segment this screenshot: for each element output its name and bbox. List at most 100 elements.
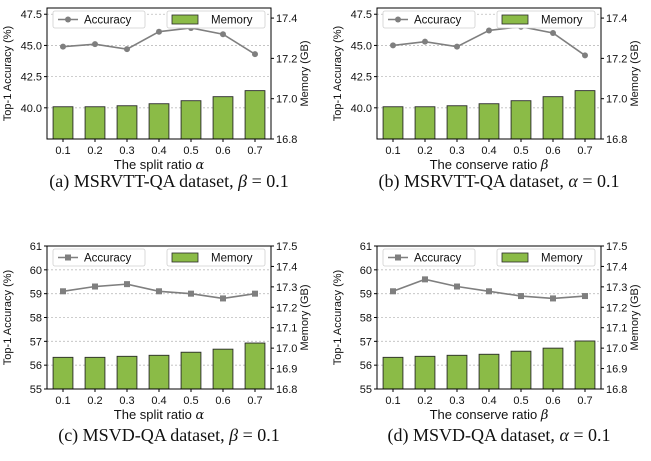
y-right-tick-label: 16.8 <box>276 384 297 396</box>
caption-prefix: (d) MSVD-QA dataset, <box>387 425 559 446</box>
legend-marker <box>395 255 401 261</box>
y-right-tick-label: 17.2 <box>276 53 297 65</box>
y-right-tick-label: 17.2 <box>276 302 297 314</box>
accuracy-point <box>422 39 428 45</box>
accuracy-point <box>550 30 556 36</box>
x-tick-label: 0.6 <box>545 395 560 407</box>
y-right-tick-label: 16.9 <box>276 364 297 376</box>
x-tick-label: 0.4 <box>481 395 496 407</box>
accuracy-point <box>60 288 66 294</box>
accuracy-point <box>422 276 428 282</box>
memory-bar <box>575 91 595 139</box>
memory-bar <box>53 357 73 389</box>
x-tick-label: 0.4 <box>151 145 166 157</box>
y-left-axis-label: Top-1 Accuracy (%) <box>332 270 344 365</box>
memory-bar <box>511 101 531 139</box>
y-right-tick-label: 17.5 <box>606 241 627 253</box>
x-axis-label: The split ratio α <box>114 407 205 423</box>
memory-bar <box>479 354 499 389</box>
x-tick-label: 0.3 <box>449 145 464 157</box>
x-axis-label-var: α <box>195 408 204 423</box>
accuracy-point <box>582 293 588 299</box>
y-left-axis-label: Top-1 Accuracy (%) <box>2 26 14 121</box>
memory-bar <box>543 97 563 139</box>
accuracy-point <box>60 44 66 50</box>
accuracy-point <box>454 44 460 50</box>
memory-bar <box>181 101 201 139</box>
x-axis-label-text: The split ratio <box>114 407 196 422</box>
y-left-axis-label: Top-1 Accuracy (%) <box>332 26 344 121</box>
subfigure-caption: (c) MSVD-QA dataset, β = 0.1 <box>58 425 280 446</box>
y-left-tick-label: 47.5 <box>351 9 372 21</box>
x-tick-label: 0.1 <box>385 145 400 157</box>
y-right-tick-label: 17.4 <box>276 13 297 25</box>
legend-label: Accuracy <box>84 15 132 27</box>
legend-marker <box>65 17 71 23</box>
x-tick-label: 0.7 <box>247 395 262 407</box>
y-left-tick-label: 57 <box>360 336 372 348</box>
x-tick-label: 0.7 <box>577 145 592 157</box>
y-left-tick-label: 59 <box>360 289 372 301</box>
memory-bar <box>245 91 265 139</box>
accuracy-point <box>486 27 492 33</box>
y-left-tick-label: 42.5 <box>21 72 42 84</box>
memory-bar <box>479 104 499 139</box>
y-right-tick-label: 17.2 <box>606 53 627 65</box>
legend-label: Memory <box>211 253 253 265</box>
memory-bar <box>85 357 105 389</box>
accuracy-point <box>156 29 162 35</box>
y-left-tick-label: 45.0 <box>21 40 42 52</box>
memory-bar <box>575 341 595 389</box>
y-left-tick-label: 61 <box>30 241 42 253</box>
accuracy-point <box>390 42 396 48</box>
y-left-tick-label: 58 <box>360 313 372 325</box>
caption-var: β <box>228 425 238 445</box>
legend-accuracy: Accuracy <box>383 11 475 28</box>
chart-panel-b: 40.0 42.5 45.0 47.5 16.8 17.0 17.2 17.4 0.1 0.2 0.… <box>332 8 641 192</box>
legend-bar-swatch <box>502 253 528 262</box>
y-right-tick-label: 17.3 <box>606 282 627 294</box>
y-left-tick-label: 40.0 <box>351 103 372 115</box>
x-tick-label: 0.5 <box>183 145 198 157</box>
accuracy-point <box>518 293 524 299</box>
y-right-tick-label: 17.5 <box>276 241 297 253</box>
legend-label: Memory <box>541 15 583 27</box>
accuracy-point <box>124 281 130 287</box>
y-left-tick-label: 60 <box>30 265 42 277</box>
x-tick-label: 0.1 <box>385 395 400 407</box>
y-right-tick-label: 17.1 <box>276 323 297 335</box>
caption-value: = 0.1 <box>247 171 289 191</box>
caption-prefix: (c) MSVD-QA dataset, <box>58 425 229 446</box>
memory-bar <box>53 107 73 139</box>
x-tick-label: 0.6 <box>215 395 230 407</box>
legend-memory: Memory <box>167 249 265 266</box>
legend-accuracy: Accuracy <box>53 249 145 266</box>
caption-value: = 0.1 <box>238 425 280 445</box>
x-tick-label: 0.5 <box>183 395 198 407</box>
x-tick-label: 0.3 <box>119 395 134 407</box>
legend-label: Memory <box>211 15 253 27</box>
x-tick-label: 0.6 <box>545 145 560 157</box>
memory-bar <box>149 104 169 139</box>
memory-bar <box>117 106 137 139</box>
accuracy-point <box>390 288 396 294</box>
x-tick-label: 0.4 <box>481 145 496 157</box>
y-right-tick-label: 17.4 <box>276 261 297 273</box>
x-tick-label: 0.5 <box>513 395 528 407</box>
memory-bar <box>543 348 563 389</box>
x-tick-label: 0.7 <box>577 395 592 407</box>
x-tick-label: 0.6 <box>215 145 230 157</box>
legend-label: Accuracy <box>414 253 462 265</box>
memory-bar <box>415 107 435 139</box>
y-right-axis-label: Memory (GB) <box>629 41 641 107</box>
memory-bar <box>213 349 233 389</box>
y-right-tick-label: 16.8 <box>276 134 297 146</box>
x-axis-label-text: The conserve ratio <box>430 407 541 422</box>
memory-bar <box>447 106 467 139</box>
y-left-tick-label: 61 <box>360 241 372 253</box>
chart-panel-d: 5556575859606116.816.917.017.117.217.317… <box>332 241 641 446</box>
legend-memory: Memory <box>167 11 265 28</box>
y-left-tick-label: 45.0 <box>351 40 372 52</box>
x-tick-label: 0.7 <box>247 145 262 157</box>
